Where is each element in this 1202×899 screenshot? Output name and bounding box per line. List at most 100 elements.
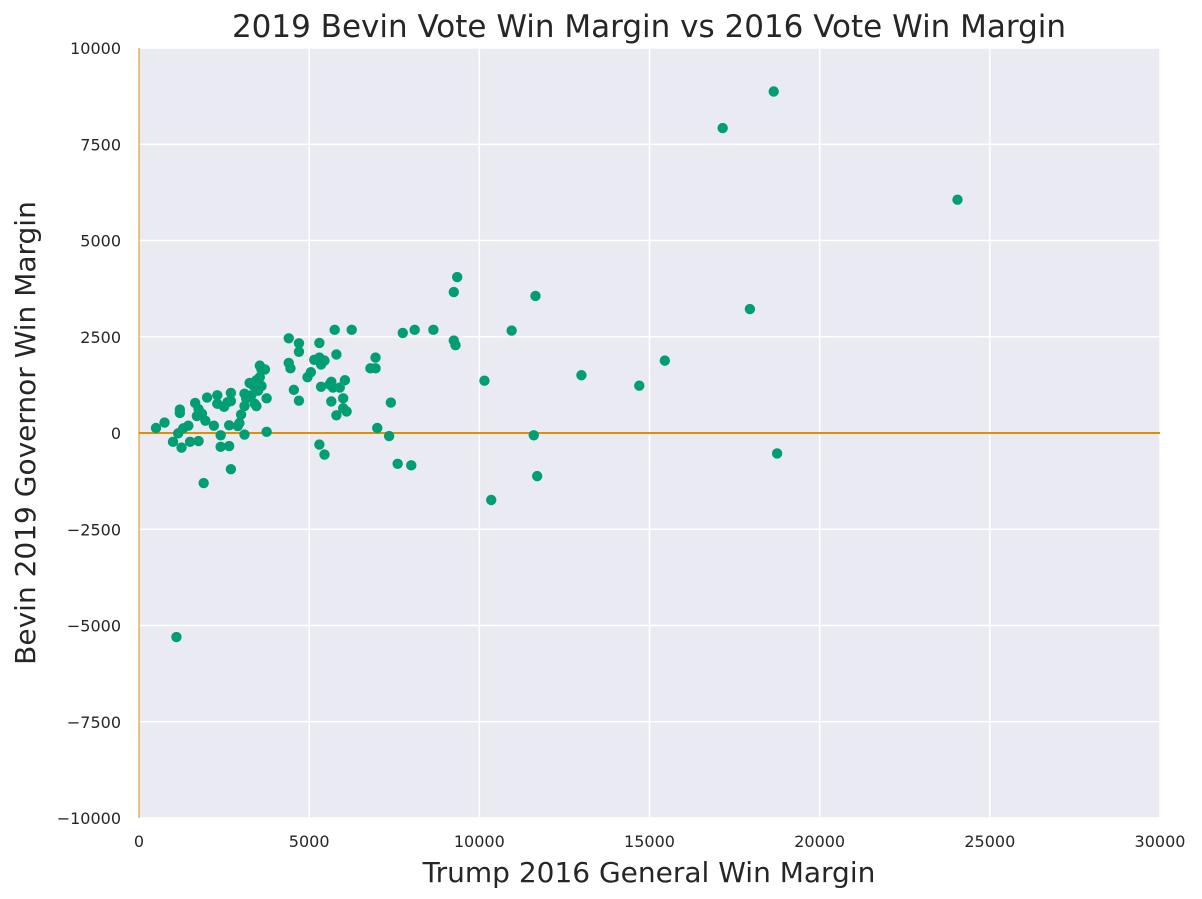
- data-point: [314, 337, 325, 349]
- data-point: [383, 430, 395, 442]
- chart-title: 2019 Bevin Vote Win Margin vs 2016 Vote …: [232, 9, 1066, 45]
- data-point: [341, 406, 352, 417]
- data-point: [225, 395, 237, 407]
- data-point: [506, 325, 517, 336]
- data-point: [305, 366, 317, 378]
- data-point: [200, 415, 211, 426]
- data-point: [331, 410, 342, 421]
- x-tick-label: 5000: [289, 832, 330, 851]
- y-tick-label: 7500: [80, 135, 121, 154]
- data-point: [339, 375, 351, 386]
- data-point: [285, 363, 296, 374]
- data-point: [768, 86, 779, 97]
- data-point: [223, 440, 235, 452]
- data-point: [208, 420, 220, 431]
- data-point: [744, 303, 756, 315]
- data-point: [319, 449, 330, 460]
- data-point: [370, 363, 381, 374]
- data-point: [283, 333, 294, 344]
- data-point: [198, 477, 209, 489]
- x-tick-label: 15000: [624, 832, 675, 851]
- data-point: [406, 460, 417, 471]
- data-point: [314, 439, 325, 450]
- data-point: [659, 355, 671, 366]
- x-tick-label: 25000: [964, 832, 1015, 851]
- data-point: [251, 400, 262, 412]
- y-tick-label: −10000: [57, 809, 121, 828]
- data-point: [212, 390, 223, 401]
- data-point: [338, 393, 349, 404]
- data-point: [326, 396, 337, 407]
- data-point: [183, 420, 194, 431]
- data-point: [259, 364, 271, 375]
- x-tick-label: 0: [134, 832, 144, 851]
- data-point: [150, 422, 162, 434]
- y-tick-label: 0: [111, 424, 121, 443]
- data-point: [385, 397, 397, 408]
- data-point: [448, 286, 460, 298]
- data-points: [150, 86, 963, 643]
- data-point: [397, 327, 408, 339]
- y-axis-label: Bevin 2019 Governor Win Margin: [9, 201, 42, 665]
- data-point: [235, 409, 247, 420]
- data-point: [486, 494, 497, 506]
- y-tick-labels: −10000 −7500 −5000 −2500 0 2500 5000 7500 10000: [57, 39, 121, 828]
- data-point: [159, 417, 170, 428]
- data-point: [771, 448, 783, 459]
- data-point: [256, 380, 267, 392]
- data-point: [293, 346, 305, 357]
- data-point: [450, 340, 461, 351]
- data-point: [223, 420, 235, 431]
- data-point: [315, 381, 327, 392]
- x-tick-labels: 0 5000 10000 15000 20000 25000 30000: [134, 832, 1186, 851]
- data-point: [479, 375, 490, 386]
- data-point: [201, 392, 213, 403]
- data-point: [331, 349, 342, 360]
- data-point: [428, 324, 439, 336]
- data-point: [634, 380, 645, 391]
- data-point: [319, 355, 330, 366]
- data-point: [174, 404, 186, 415]
- data-point: [167, 436, 179, 448]
- data-point: [261, 393, 272, 404]
- data-point: [176, 442, 187, 453]
- data-point: [346, 324, 357, 336]
- data-point: [528, 430, 539, 441]
- data-point: [225, 463, 237, 475]
- data-point: [215, 430, 226, 441]
- data-point: [184, 436, 196, 448]
- data-point: [392, 458, 403, 469]
- y-tick-label: −5000: [67, 617, 121, 636]
- data-point: [334, 382, 345, 393]
- y-tick-label: 2500: [80, 328, 121, 347]
- data-point: [409, 324, 420, 336]
- data-point: [293, 395, 305, 406]
- data-point: [370, 352, 381, 363]
- data-point: [225, 387, 237, 399]
- y-tick-label: 10000: [70, 39, 121, 58]
- data-point: [530, 290, 541, 302]
- data-point: [261, 426, 272, 438]
- y-tick-label: −7500: [67, 713, 121, 732]
- data-point: [576, 370, 587, 381]
- data-point: [531, 470, 543, 482]
- x-tick-label: 10000: [454, 832, 505, 851]
- data-point: [171, 631, 182, 643]
- data-point: [372, 422, 383, 434]
- data-point: [329, 324, 340, 336]
- data-point: [952, 194, 963, 205]
- y-tick-label: 5000: [80, 232, 121, 251]
- x-tick-label: 20000: [794, 832, 845, 851]
- x-axis-label: Trump 2016 General Win Margin: [422, 856, 876, 889]
- data-point: [293, 338, 305, 349]
- data-point: [234, 417, 245, 429]
- data-point: [717, 122, 728, 134]
- data-point: [215, 441, 226, 453]
- data-point: [288, 384, 300, 396]
- data-point: [452, 271, 463, 283]
- x-tick-label: 30000: [1135, 832, 1186, 851]
- data-point: [239, 429, 250, 440]
- data-point: [193, 435, 204, 447]
- y-tick-label: −2500: [67, 520, 121, 539]
